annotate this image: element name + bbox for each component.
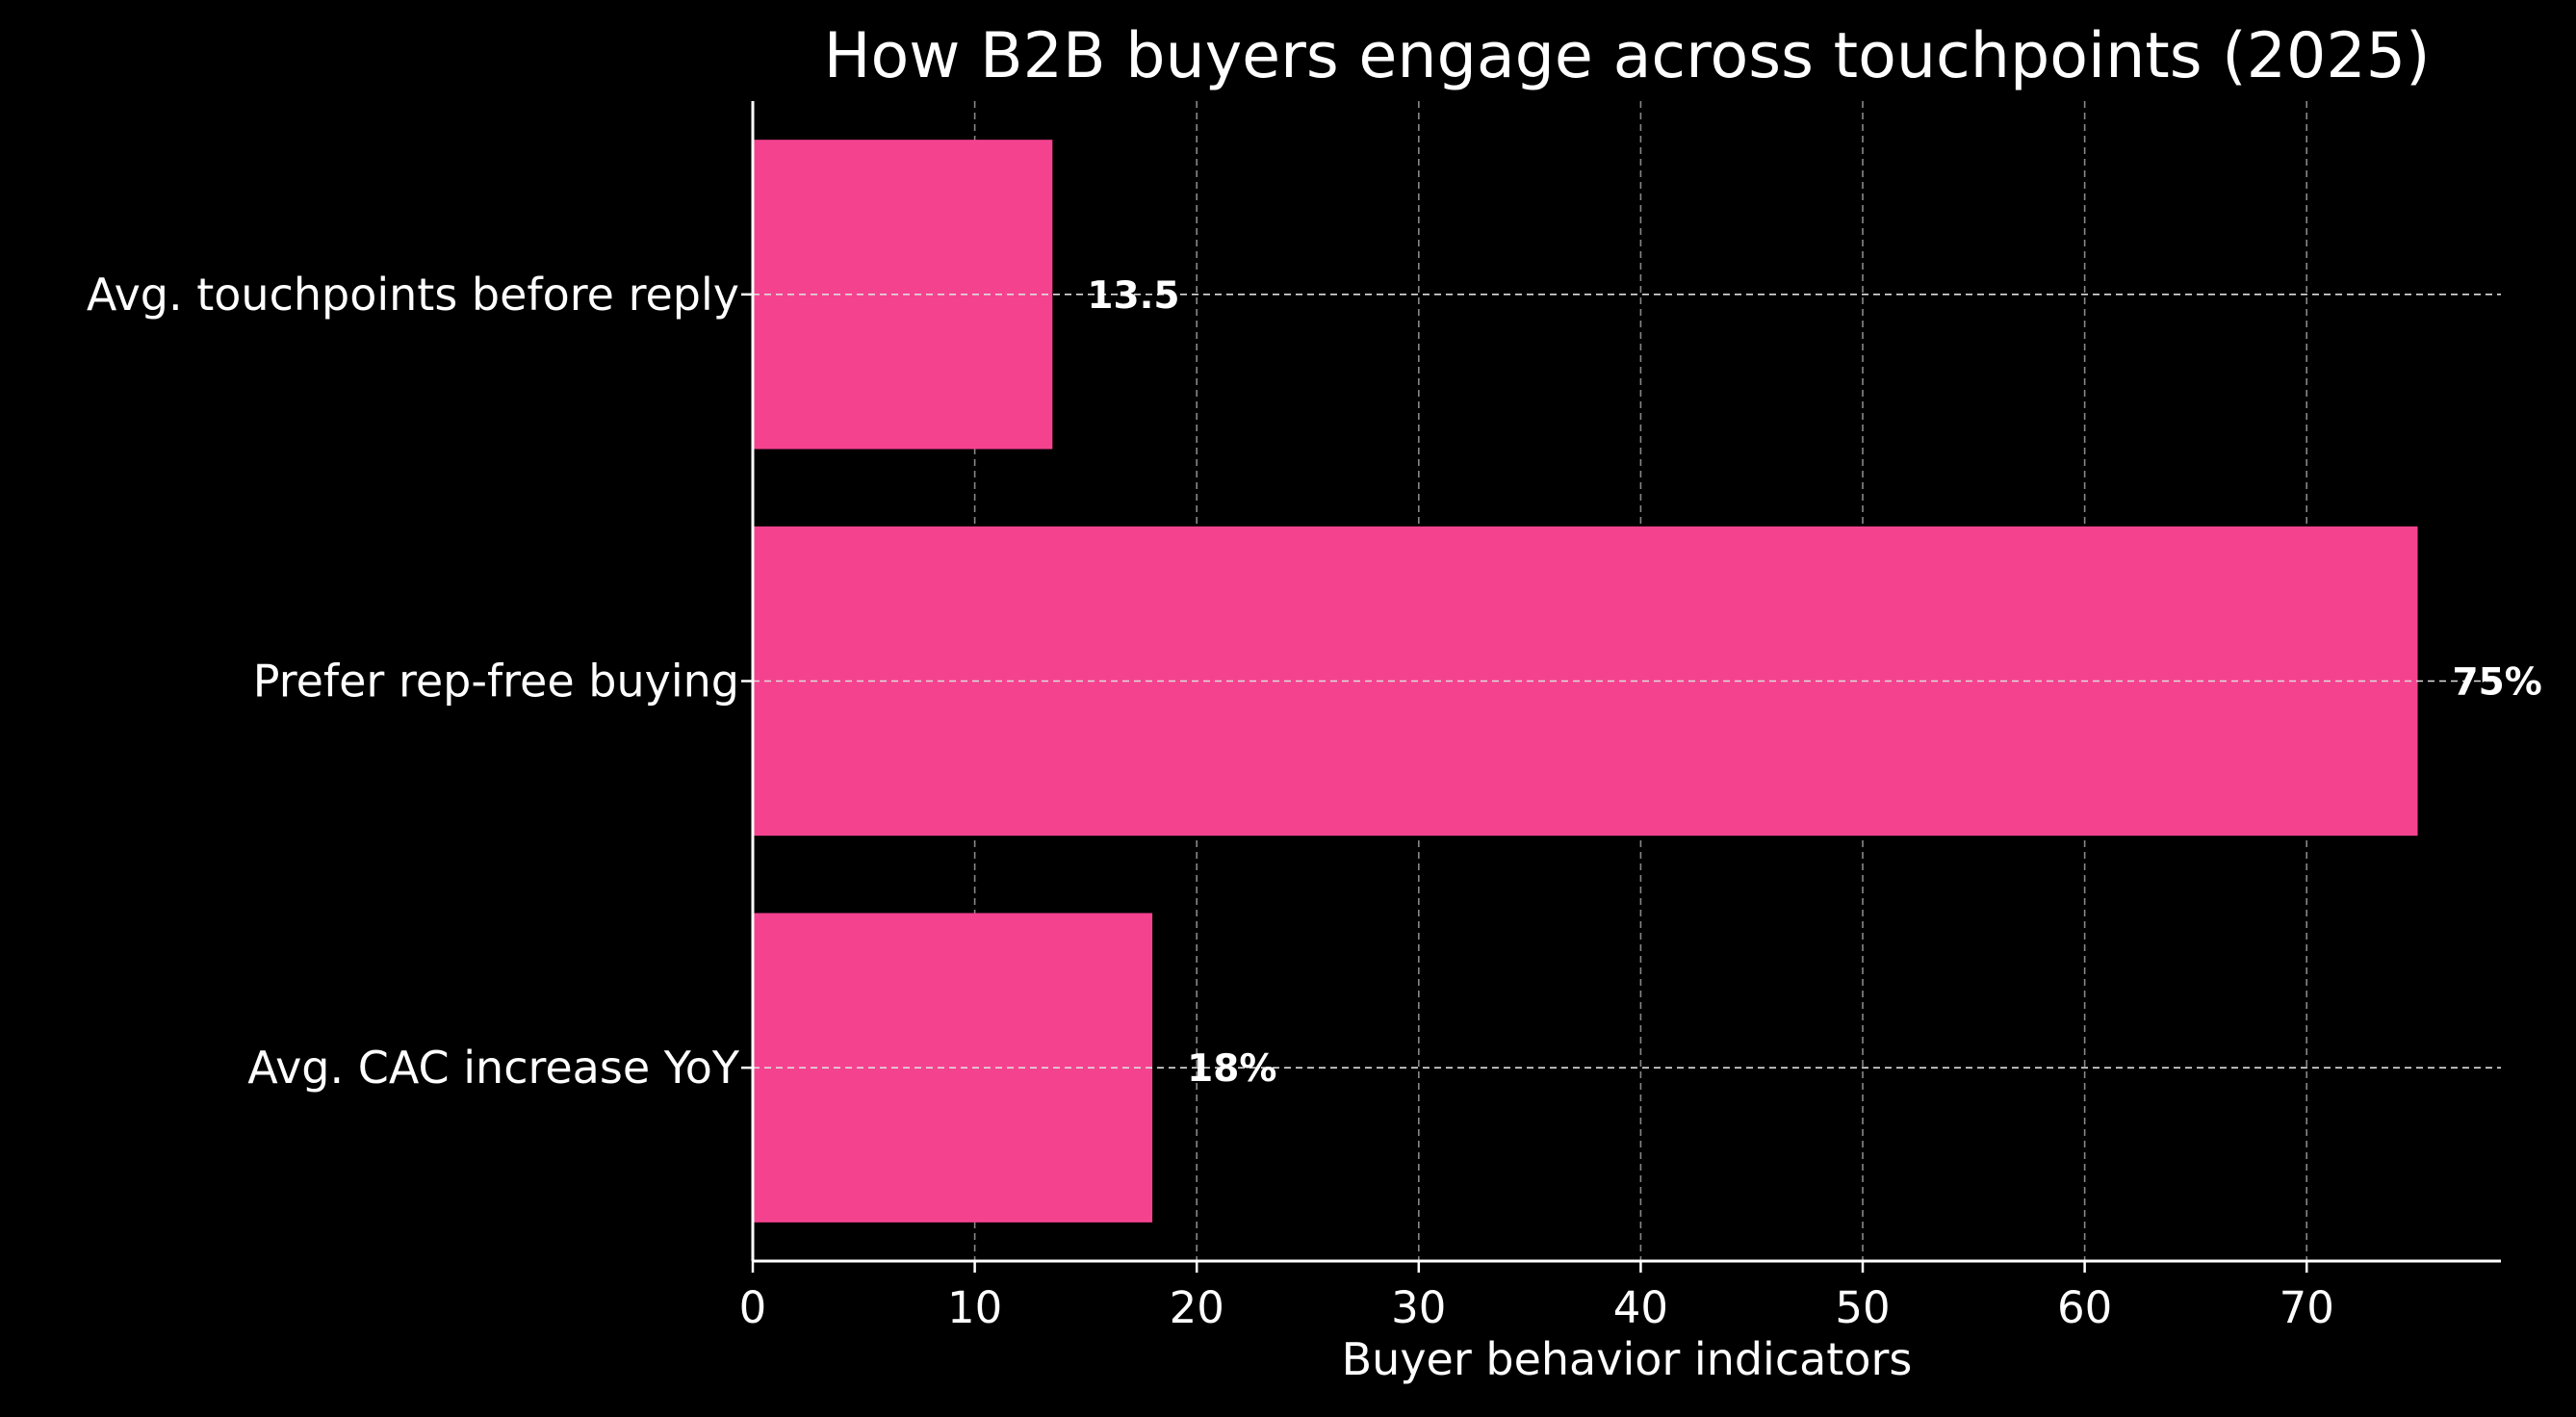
- x-tick-label: 60: [2057, 1282, 2112, 1333]
- x-tick-label: 40: [1613, 1282, 1668, 1333]
- category-label: Prefer rep-free buying: [253, 656, 739, 708]
- horizontal-grid-layer: [753, 294, 2501, 1069]
- x-tick-label: 50: [1835, 1282, 1890, 1333]
- x-tick-label: 10: [947, 1282, 1002, 1333]
- x-tick-label: 70: [2280, 1282, 2334, 1333]
- data-label: 13.5: [1087, 274, 1179, 318]
- x-tick-label: 30: [1391, 1282, 1446, 1333]
- category-label: Avg. touchpoints before reply: [87, 269, 739, 321]
- category-label: Avg. CAC increase YoY: [247, 1042, 740, 1094]
- label-layer: 0 10 20 30 40 50 60 70 Avg. touchpoints before r…: [87, 269, 2542, 1333]
- data-label: 75%: [2453, 661, 2542, 705]
- axis-layer: [741, 101, 2501, 1273]
- chart-title: How B2B buyers engage across touchpoints…: [824, 20, 2431, 92]
- x-tick-label: 0: [739, 1282, 767, 1333]
- x-tick-label: 20: [1170, 1282, 1224, 1333]
- data-label: 18%: [1187, 1047, 1276, 1091]
- x-axis-label: Buyer behavior indicators: [1342, 1333, 1913, 1385]
